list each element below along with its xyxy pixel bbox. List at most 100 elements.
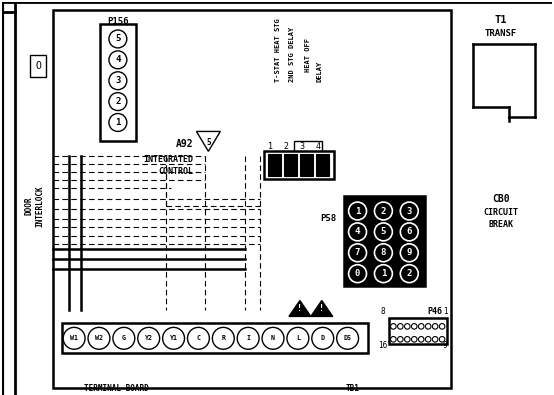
Text: 2: 2 [284, 142, 289, 151]
Text: 3: 3 [407, 207, 412, 216]
Text: 7: 7 [355, 248, 360, 257]
Circle shape [312, 327, 334, 349]
Circle shape [138, 327, 160, 349]
Text: 9: 9 [443, 341, 448, 350]
Text: 4: 4 [115, 55, 121, 64]
Bar [30, 55, 47, 77]
Text: DOOR
INTERLOCK: DOOR INTERLOCK [24, 185, 44, 227]
Text: T1: T1 [495, 15, 507, 25]
Text: TERMINAL BOARD: TERMINAL BOARD [84, 384, 148, 393]
Circle shape [348, 244, 367, 262]
Circle shape [88, 327, 110, 349]
Text: 0: 0 [355, 269, 360, 278]
Circle shape [337, 327, 358, 349]
Circle shape [187, 327, 209, 349]
Circle shape [109, 51, 127, 69]
Bar [316, 154, 329, 176]
Bar [389, 318, 447, 344]
Text: 1: 1 [115, 118, 121, 127]
Text: CONTROL: CONTROL [158, 167, 193, 176]
Text: Y1: Y1 [170, 335, 178, 341]
Text: P46: P46 [428, 307, 443, 316]
Circle shape [418, 324, 424, 329]
Text: 5: 5 [115, 34, 121, 43]
Text: 2ND STG DELAY: 2ND STG DELAY [289, 26, 295, 82]
Text: R: R [221, 335, 225, 341]
Text: 1: 1 [355, 207, 360, 216]
Text: 1: 1 [443, 307, 448, 316]
Circle shape [432, 324, 438, 329]
Circle shape [439, 324, 445, 329]
Circle shape [398, 324, 403, 329]
Text: DS: DS [343, 335, 352, 341]
Circle shape [287, 327, 309, 349]
Circle shape [163, 327, 184, 349]
Text: 8: 8 [380, 307, 384, 316]
Text: BREAK: BREAK [488, 220, 513, 229]
Text: HEAT OFF: HEAT OFF [305, 38, 311, 72]
Text: Y2: Y2 [145, 335, 153, 341]
Text: D: D [321, 335, 325, 341]
Text: 16: 16 [378, 341, 387, 350]
Text: 4: 4 [315, 142, 320, 151]
Bar [53, 10, 451, 388]
Text: L: L [296, 335, 300, 341]
Text: TRANSF: TRANSF [485, 30, 517, 38]
Circle shape [375, 265, 392, 282]
Text: 3: 3 [299, 142, 304, 151]
Bar [300, 154, 313, 176]
Circle shape [348, 223, 367, 241]
Text: 2: 2 [115, 97, 121, 106]
Polygon shape [197, 132, 220, 151]
Circle shape [398, 337, 403, 342]
Bar [294, 141, 322, 155]
Circle shape [375, 244, 392, 262]
Bar [62, 324, 368, 353]
Text: A92: A92 [176, 139, 193, 149]
Circle shape [404, 324, 410, 329]
Circle shape [418, 337, 424, 342]
Circle shape [109, 113, 127, 132]
Text: O: O [35, 61, 41, 71]
Circle shape [391, 337, 396, 342]
Text: TB1: TB1 [346, 384, 360, 393]
Bar [264, 151, 334, 179]
Circle shape [348, 202, 367, 220]
Circle shape [439, 337, 445, 342]
Circle shape [375, 223, 392, 241]
Text: !: ! [319, 304, 324, 313]
Text: 3: 3 [115, 76, 121, 85]
Text: DELAY: DELAY [317, 60, 323, 82]
Circle shape [412, 324, 417, 329]
Text: N: N [271, 335, 275, 341]
Circle shape [262, 327, 284, 349]
Bar [343, 196, 425, 286]
Text: CB0: CB0 [492, 194, 510, 204]
Text: G: G [122, 335, 126, 341]
Text: 5: 5 [206, 138, 211, 147]
Circle shape [401, 202, 418, 220]
Text: !: ! [297, 304, 302, 313]
Circle shape [404, 337, 410, 342]
Circle shape [425, 337, 431, 342]
Text: I: I [246, 335, 250, 341]
Text: 8: 8 [381, 248, 386, 257]
Text: 1: 1 [381, 269, 386, 278]
Text: C: C [197, 335, 201, 341]
Circle shape [237, 327, 259, 349]
Circle shape [109, 93, 127, 111]
Text: CIRCUIT: CIRCUIT [483, 209, 519, 218]
Circle shape [375, 202, 392, 220]
Circle shape [432, 337, 438, 342]
Text: 9: 9 [407, 248, 412, 257]
Circle shape [412, 337, 417, 342]
Text: P156: P156 [107, 17, 129, 26]
Circle shape [401, 223, 418, 241]
Circle shape [63, 327, 85, 349]
Bar [268, 154, 281, 176]
Text: 4: 4 [355, 228, 360, 236]
Text: INTEGRATED: INTEGRATED [143, 155, 193, 164]
Text: 2: 2 [407, 269, 412, 278]
Bar [100, 24, 136, 141]
Bar [284, 154, 297, 176]
